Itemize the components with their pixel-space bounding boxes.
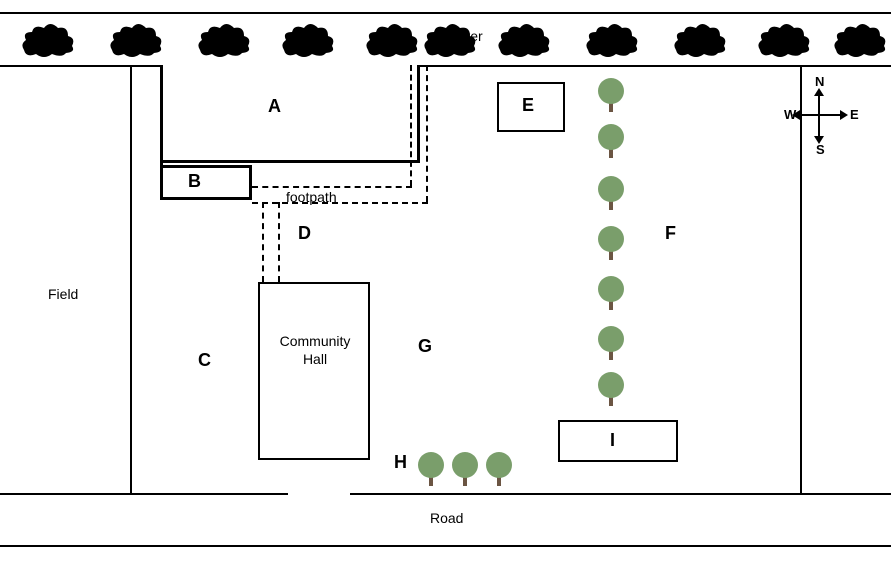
tree-icon (598, 78, 624, 112)
compass-rose: N S E W (800, 96, 840, 136)
tree-icon (598, 226, 624, 260)
compass-w: W (784, 107, 796, 122)
bush-icon (830, 20, 890, 58)
bush-icon (362, 20, 422, 58)
footpath-v3 (262, 202, 264, 282)
bush-icon (494, 20, 554, 58)
site-map: River Road Field A B footpath D E Commun… (0, 0, 891, 568)
tree-icon (418, 452, 444, 486)
zone-i (558, 420, 678, 462)
label-h: H (394, 452, 407, 473)
label-i: I (610, 430, 615, 451)
zone-b (160, 165, 252, 200)
river-top-line (0, 12, 891, 14)
road-top-left (0, 493, 288, 495)
tree-icon (598, 372, 624, 406)
footpath-h1 (252, 186, 412, 188)
compass-n: N (815, 74, 824, 89)
community-hall (258, 282, 370, 460)
field-label: Field (48, 286, 78, 302)
footpath-label: footpath (286, 189, 337, 205)
footpath-v1 (410, 65, 412, 186)
road-label: Road (430, 510, 463, 526)
tree-icon (598, 176, 624, 210)
bush-icon (106, 20, 166, 58)
road-bottom-line (0, 545, 891, 547)
label-e: E (522, 95, 534, 116)
tree-icon (598, 276, 624, 310)
bush-icon (582, 20, 642, 58)
bush-icon (194, 20, 254, 58)
zone-a (160, 65, 420, 163)
bush-icon (670, 20, 730, 58)
label-a: A (268, 96, 281, 117)
bush-icon (278, 20, 338, 58)
label-c: C (198, 350, 211, 371)
community-hall-label: Community Hall (270, 332, 360, 368)
label-f: F (665, 223, 676, 244)
field-left-line (130, 65, 132, 493)
road-top-right (350, 493, 891, 495)
tree-icon (486, 452, 512, 486)
label-d: D (298, 223, 311, 244)
tree-icon (598, 124, 624, 158)
tree-icon (452, 452, 478, 486)
footpath-v4 (278, 202, 280, 282)
bush-icon (18, 20, 78, 58)
river-bottom-line (0, 65, 891, 67)
compass-s: S (816, 142, 825, 157)
compass-e: E (850, 107, 859, 122)
tree-icon (598, 326, 624, 360)
label-b: B (188, 171, 201, 192)
bush-icon (754, 20, 814, 58)
label-g: G (418, 336, 432, 357)
footpath-v2 (426, 65, 428, 202)
bush-icon (420, 20, 480, 58)
